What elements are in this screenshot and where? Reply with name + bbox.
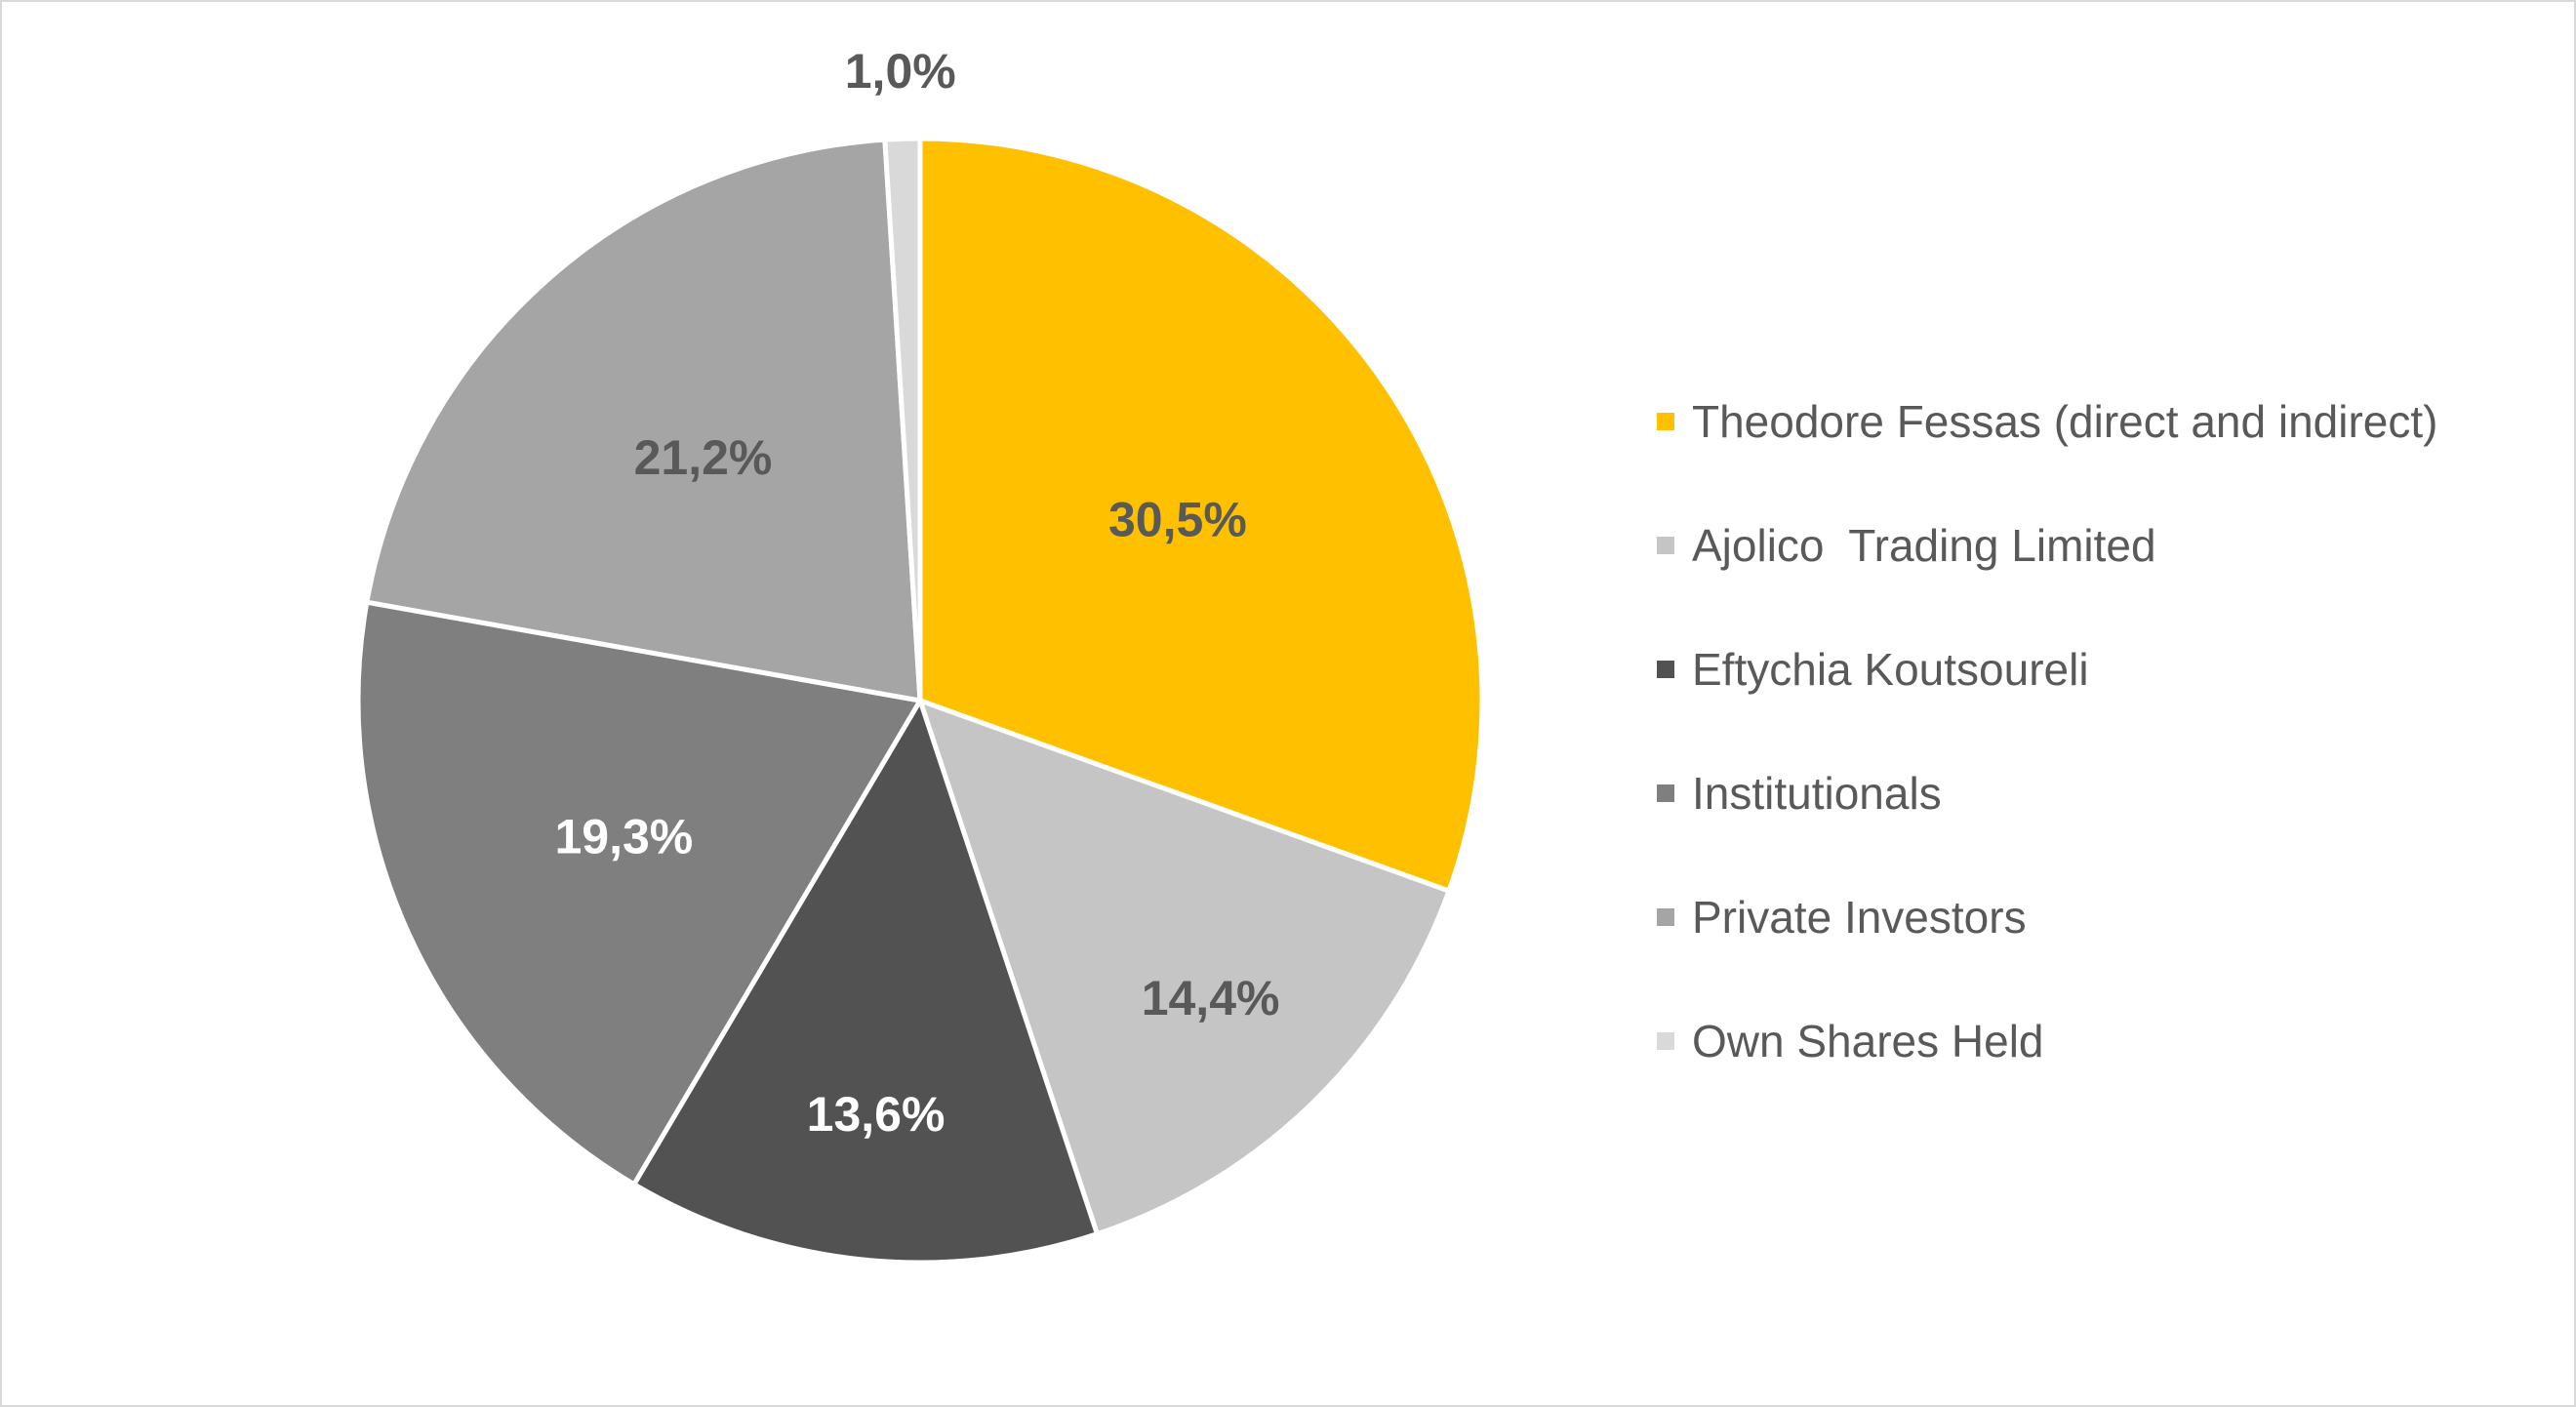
legend-swatch bbox=[1657, 660, 1674, 678]
legend-item-2: Ajolico Trading Limited bbox=[1657, 483, 2437, 607]
legend-item-4: Institutionals bbox=[1657, 731, 2437, 855]
data-label-3: 13,6% bbox=[807, 1087, 946, 1142]
data-label-6: 1,0% bbox=[845, 44, 956, 99]
pie-slices bbox=[355, 136, 1485, 1266]
legend-label: Private Investors bbox=[1692, 891, 2027, 943]
legend-label: Eftychia Koutsoureli bbox=[1692, 643, 2089, 695]
pie-slice-3 bbox=[631, 698, 1100, 1266]
data-label-1: 30,5% bbox=[1108, 493, 1247, 547]
legend-swatch bbox=[1657, 784, 1674, 802]
legend-item-1: Theodore Fessas (direct and indirect) bbox=[1657, 359, 2437, 483]
legend-swatch bbox=[1657, 412, 1674, 430]
legend-swatch bbox=[1657, 536, 1674, 554]
pie-slice-2 bbox=[917, 698, 1452, 1237]
legend: Theodore Fessas (direct and indirect) Ajo… bbox=[1657, 359, 2437, 1103]
legend-label: Institutionals bbox=[1692, 767, 1942, 819]
pie-data-labels: 30,5% 14,4% 13,6% 19,3% 21,2% 1,0% bbox=[554, 44, 1279, 1142]
legend-item-6: Own Shares Held bbox=[1657, 979, 2437, 1103]
pie-slice-1 bbox=[917, 136, 1485, 894]
data-label-2: 14,4% bbox=[1142, 971, 1280, 1025]
legend-swatch bbox=[1657, 1031, 1674, 1050]
data-label-5: 21,2% bbox=[634, 430, 773, 485]
pie-slice-4 bbox=[355, 599, 923, 1187]
legend-item-5: Private Investors bbox=[1657, 855, 2437, 979]
pie-slice-6 bbox=[882, 136, 923, 704]
legend-item-3: Eftychia Koutsoureli bbox=[1657, 607, 2437, 731]
legend-label: Ajolico Trading Limited bbox=[1692, 519, 2156, 571]
legend-label: Own Shares Held bbox=[1692, 1015, 2044, 1066]
legend-label: Theodore Fessas (direct and indirect) bbox=[1692, 395, 2438, 447]
pie-slice-5 bbox=[364, 137, 923, 704]
legend-swatch bbox=[1657, 907, 1674, 926]
data-label-4: 19,3% bbox=[554, 809, 693, 864]
